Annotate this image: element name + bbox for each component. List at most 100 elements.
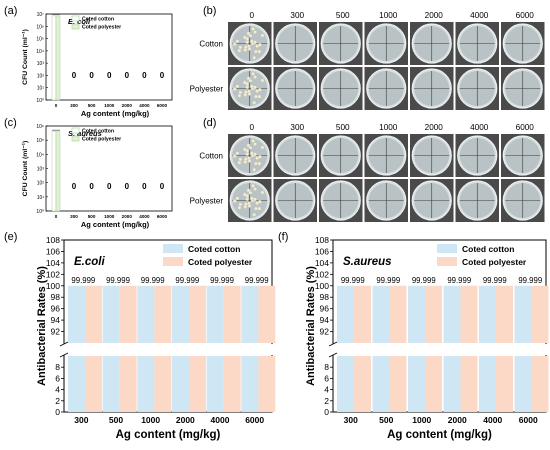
bacterial-colony xyxy=(235,84,240,89)
plate-column-label: 500 xyxy=(336,123,350,132)
bar-lower xyxy=(479,356,496,412)
data-label: 0 xyxy=(72,182,77,191)
bar xyxy=(55,15,61,101)
data-label: 0 xyxy=(107,182,112,191)
bacterial-colony xyxy=(242,147,247,152)
bacterial-colony xyxy=(252,55,257,60)
bacterial-colony xyxy=(235,196,240,201)
y-tick-label: 100 xyxy=(315,281,329,291)
bacterial-colony xyxy=(246,143,251,148)
bacterial-colony xyxy=(245,40,250,44)
bar-lower xyxy=(337,356,354,412)
y-tick-label: 98 xyxy=(320,292,330,302)
y-tick-label: 10⁶ xyxy=(36,124,44,130)
x-tick-label: 2000 xyxy=(448,415,467,425)
bacterial-colony xyxy=(238,202,243,207)
bacterial-colony xyxy=(247,204,252,208)
y-tick-label: 10² xyxy=(37,73,45,79)
y-tick-label: 106 xyxy=(315,246,329,256)
legend: Coted cotton Coted polyester xyxy=(163,244,253,267)
bacterial-colony xyxy=(237,205,242,210)
x-axis-title: Ag content (mg/kg) xyxy=(81,220,150,229)
y-axis-title: Antibacterial Rates (%) xyxy=(36,266,48,386)
chart-title: S. aureus xyxy=(68,129,102,138)
x-tick-label: 4000 xyxy=(139,103,150,108)
plate-row-label: Cotton xyxy=(199,40,223,49)
bar-upper xyxy=(206,285,224,343)
plate-row-label: Cotton xyxy=(199,152,223,161)
plate-column-label: 2000 xyxy=(425,11,444,20)
data-label: 99.999 xyxy=(106,276,130,285)
panel-label-c: (c) xyxy=(4,117,17,129)
bar-lower xyxy=(119,356,137,412)
plate-column-label: 6000 xyxy=(516,123,535,132)
bacterial-colony xyxy=(253,75,257,79)
bacterial-colony xyxy=(254,49,258,54)
bacterial-colony xyxy=(251,27,255,31)
bacterial-colony xyxy=(254,206,258,211)
bacterial-colony xyxy=(242,192,247,197)
plot-frame xyxy=(45,13,173,101)
bacterial-colony xyxy=(251,72,255,76)
legend-label: Coted cotton xyxy=(188,244,240,254)
axis-break-mark xyxy=(59,341,69,347)
bar-lower xyxy=(68,356,85,412)
plate-photo-grid-ecoli: 0 300 500 1000 2000 4000 6000 Cotton Polyester xyxy=(190,11,545,110)
bar-upper xyxy=(496,285,513,343)
legend-swatch xyxy=(71,23,80,30)
bar-upper xyxy=(102,285,120,343)
y-tick-label: 2 xyxy=(55,396,60,406)
plate-column-label: 2000 xyxy=(425,123,444,132)
x-tick-label: 500 xyxy=(88,214,96,219)
bar-lower xyxy=(460,356,478,412)
plate-column-label: 6000 xyxy=(516,11,535,20)
bacterial-colony xyxy=(247,159,252,163)
x-tick-label: 500 xyxy=(109,415,123,425)
bar-lower xyxy=(154,356,172,412)
bacterial-colony xyxy=(232,87,237,91)
bacterial-colony xyxy=(260,33,265,38)
bar-lower xyxy=(206,356,224,412)
bar-upper xyxy=(172,285,189,343)
x-tick-label: 300 xyxy=(74,415,88,425)
y-tick-label: 92 xyxy=(51,327,61,337)
bacterial-colony xyxy=(257,161,262,166)
legend-swatch xyxy=(71,135,80,142)
bacterial-colony xyxy=(235,151,240,156)
bacterial-colony xyxy=(245,85,250,89)
bacterial-colony xyxy=(242,35,247,40)
y-tick-label: 104 xyxy=(46,258,60,268)
x-tick-label: 500 xyxy=(88,103,96,108)
data-label: 99.999 xyxy=(71,276,95,285)
y-tick-label: 4 xyxy=(55,385,60,395)
bacterial-colony xyxy=(245,197,250,201)
x-tick-label: 6000 xyxy=(519,415,538,425)
x-tick-label: 1000 xyxy=(412,415,431,425)
bacterial-colony xyxy=(254,161,258,166)
x-tick-label: 6000 xyxy=(245,415,264,425)
panel-label-a: (a) xyxy=(4,5,17,17)
bar-upper xyxy=(354,285,371,343)
bacterial-colony xyxy=(254,94,258,99)
bacterial-colony xyxy=(243,160,248,164)
bacterial-colony xyxy=(258,88,262,92)
bar-lower xyxy=(258,356,276,412)
x-axis-title: Ag content (mg/kg) xyxy=(81,109,150,118)
bacterial-colony xyxy=(243,93,248,97)
y-tick-label: 10³ xyxy=(37,61,45,67)
data-label: 99.999 xyxy=(376,276,400,285)
bar-lower xyxy=(189,356,206,412)
bar-upper xyxy=(514,285,532,343)
data-label: 0 xyxy=(72,71,77,80)
bacterial-colony xyxy=(252,212,257,217)
y-axis-title: Antibacterial Rates (%) xyxy=(305,266,317,386)
cfu-chart-ecoli: 10⁰ 10¹ 10² 10³ 10⁴ 10⁵ 10⁶ 10⁷ 0 300 500 1000 2000 4… xyxy=(22,12,173,118)
axis-break-mark xyxy=(328,352,338,358)
data-label: 0 xyxy=(89,182,94,191)
y-tick-label: 10⁰ xyxy=(36,98,44,104)
legend-label: Coted cotton xyxy=(82,17,114,23)
bar-upper xyxy=(154,285,172,343)
legend-label: Coted polyester xyxy=(82,137,121,143)
x-tick-label: 0 xyxy=(55,214,58,219)
axis-break-mark xyxy=(59,352,69,358)
